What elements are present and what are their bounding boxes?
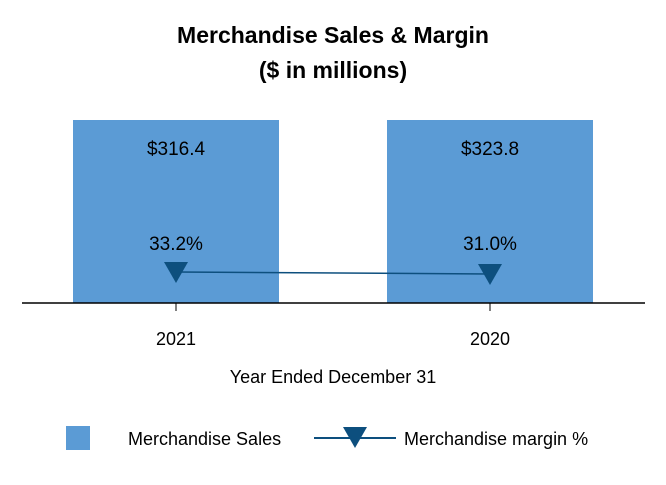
x-tick-label-2021: 2021: [156, 329, 196, 349]
chart-subtitle: ($ in millions): [259, 57, 407, 83]
margin-label-2020: 31.0%: [463, 234, 517, 255]
margin-line: [175, 271, 491, 275]
margin-marker-2021: [164, 261, 188, 283]
legend-label-sales: Merchandise Sales: [128, 429, 281, 449]
margin-marker-2020: [478, 264, 502, 286]
legend-marker-margin: [343, 427, 367, 448]
bar-label-2021: $316.4: [147, 139, 206, 160]
legend-swatch-sales: [66, 426, 90, 450]
bar-label-2020: $323.8: [461, 139, 519, 160]
legend-label-margin: Merchandise margin %: [404, 429, 588, 449]
chart-title: Merchandise Sales & Margin: [177, 22, 489, 48]
x-axis-label: Year Ended December 31: [230, 367, 436, 387]
legend: Merchandise Sales Merchandise margin %: [66, 426, 588, 450]
margin-label-2021: 33.2%: [149, 234, 203, 255]
x-tick-label-2020: 2020: [470, 329, 510, 349]
